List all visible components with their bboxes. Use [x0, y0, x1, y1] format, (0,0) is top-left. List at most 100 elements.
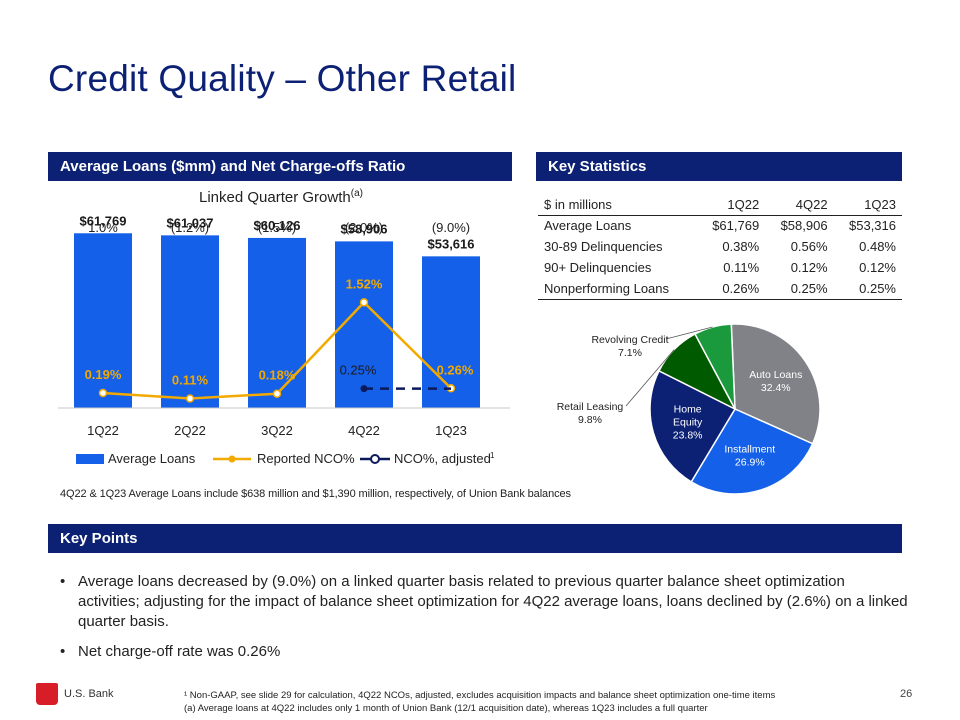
table-row: 30-89 Delinquencies 0.38% 0.56% 0.48%	[538, 236, 902, 257]
pie-slice-value: 26.9%	[735, 457, 765, 469]
legend-superscript: 1	[490, 451, 495, 460]
adjusted-nco-point	[360, 385, 368, 393]
average-loans-nco-chart: 1.0% (1.2%) (1.5%) (2.0%) (9.0%) $61,769 $61,0…	[58, 213, 510, 466]
table-row: 90+ Delinquencies 0.11% 0.12% 0.12%	[538, 257, 902, 278]
table-header-cell: 1Q22	[696, 194, 766, 216]
nco-value-label: 0.26%	[437, 362, 474, 377]
bar-value-label: $53,616	[428, 236, 475, 251]
linked-quarter-growth-text: Linked Quarter Growth	[199, 189, 351, 206]
legend-marker-adjusted-nco	[370, 454, 380, 464]
pie-slice-value: 23.8%	[673, 430, 703, 442]
nco-value-label: 1.52%	[346, 276, 383, 291]
table-cell: 0.25%	[833, 278, 902, 300]
pie-slice-label: Equity	[673, 417, 703, 429]
table-cell: 30-89 Delinquencies	[544, 239, 663, 254]
pie-slice	[690, 408, 814, 495]
table-row: Nonperforming Loans 0.26% 0.25% 0.25%	[538, 278, 902, 300]
table-row: Average Loans $61,769 $58,906 $53,316	[538, 215, 902, 236]
footnote-1: ¹ Non-GAAP, see slide 29 for calculation…	[184, 690, 776, 701]
key-statistics-header: Key Statistics	[536, 152, 902, 181]
nco-value-label: 0.11%	[172, 372, 209, 387]
table-cell: 0.25%	[765, 278, 834, 300]
pie-slice-value: 9.8%	[578, 414, 602, 426]
growth-label: (1.5%)	[258, 220, 296, 235]
table-cell: $61,769	[712, 218, 760, 234]
loan-bar	[422, 256, 480, 408]
x-tick-label: 4Q22	[348, 423, 380, 438]
pie-leader-line	[625, 349, 675, 407]
pie-slice-label: Revolving Credit	[591, 334, 668, 346]
loan-bar	[161, 235, 219, 408]
legend-label: Average Loans	[108, 451, 196, 466]
reported-nco-point	[185, 394, 195, 403]
shield-logo-icon	[36, 683, 58, 705]
growth-label: 1.0%	[88, 220, 118, 235]
reported-nco-point	[272, 389, 282, 398]
table-cell: $53,316	[849, 218, 896, 234]
pie-slice-value: 7.1%	[618, 347, 642, 359]
linked-quarter-growth-title: Linked Quarter Growth(a)	[50, 188, 512, 206]
pie-slice-label: Home	[674, 404, 702, 416]
list-item: Average loans decreased by (9.0%) on a l…	[58, 572, 908, 632]
list-item: Net charge-off rate was 0.26%	[58, 642, 908, 662]
loan-bar	[248, 237, 306, 408]
table-cell: Nonperforming Loans	[538, 278, 697, 300]
x-tick-label: 1Q22	[87, 423, 119, 438]
pie-slice	[730, 323, 821, 445]
table-cell: 0.48%	[859, 239, 896, 254]
growth-label: (1.2%)	[171, 220, 209, 235]
reported-nco-point	[98, 388, 108, 398]
page-title: Credit Quality – Other Retail	[48, 58, 517, 99]
pie-slice	[693, 323, 736, 410]
bar-value-label: $61,037	[167, 215, 214, 230]
table-header-cell: $ in millions	[538, 194, 697, 216]
table-cell: Average Loans	[544, 218, 632, 234]
x-tick-label: 1Q23	[435, 423, 467, 438]
pie-slice-label: Auto Loans	[749, 369, 802, 381]
legend-marker-reported-nco	[228, 455, 236, 463]
table-cell: $58,906	[780, 218, 828, 234]
logo-text: U.S. Bank	[64, 688, 114, 700]
pie-slice-value: 32.4%	[761, 382, 791, 394]
key-statistics-table: $ in millions 1Q22 4Q22 1Q23 Average Loa…	[538, 194, 902, 300]
chart-section-header: Average Loans ($mm) and Net Charge-offs …	[48, 152, 512, 181]
bar-value-label: $61,769	[80, 213, 127, 228]
pie-slice-label: Installment	[724, 444, 775, 456]
key-points-list: Average loans decreased by (9.0%) on a l…	[58, 572, 908, 672]
average-loans-note: 4Q22 & 1Q23 Average Loans include $638 m…	[60, 488, 571, 500]
nco-value-label: 0.18%	[259, 368, 296, 383]
loan-bar	[74, 233, 132, 408]
x-tick-label: 2Q22	[174, 423, 206, 438]
bar-value-label: $58,906	[341, 221, 388, 236]
x-tick-label: 3Q22	[261, 423, 293, 438]
table-cell: 0.56%	[790, 239, 828, 254]
pie-leader-line	[665, 326, 713, 340]
adjusted-nco-label: 0.25%	[340, 363, 377, 378]
pie-slice-label: Retail Leasing	[557, 401, 624, 413]
reported-nco-point	[359, 298, 369, 307]
table-cell: 0.12%	[859, 260, 896, 275]
nco-value-label: 0.19%	[85, 367, 122, 382]
linked-quarter-growth-sup: (a)	[350, 188, 363, 199]
table-header-row: $ in millions 1Q22 4Q22 1Q23	[538, 194, 902, 216]
table-header-cell: 1Q23	[833, 194, 902, 216]
us-bank-logo: U.S. Bank	[36, 683, 114, 705]
table-cell: 0.11%	[723, 260, 760, 275]
table-cell: 0.38%	[722, 239, 760, 254]
growth-label: (2.0%)	[345, 220, 383, 235]
table-cell: 0.12%	[790, 260, 828, 275]
footnote-a: (a) Average loans at 4Q22 includes only …	[184, 703, 708, 714]
key-points-header: Key Points	[48, 524, 902, 553]
page-number: 26	[900, 688, 913, 700]
table-header-cell: 4Q22	[765, 194, 834, 216]
legend-swatch-average-loans	[76, 454, 104, 464]
loan-bar	[335, 241, 393, 408]
legend-label: NCO%, adjusted	[394, 451, 491, 466]
growth-label: (9.0%)	[432, 220, 470, 235]
table-cell: 90+ Delinquencies	[544, 260, 652, 275]
legend-label: Reported NCO%	[257, 451, 355, 466]
